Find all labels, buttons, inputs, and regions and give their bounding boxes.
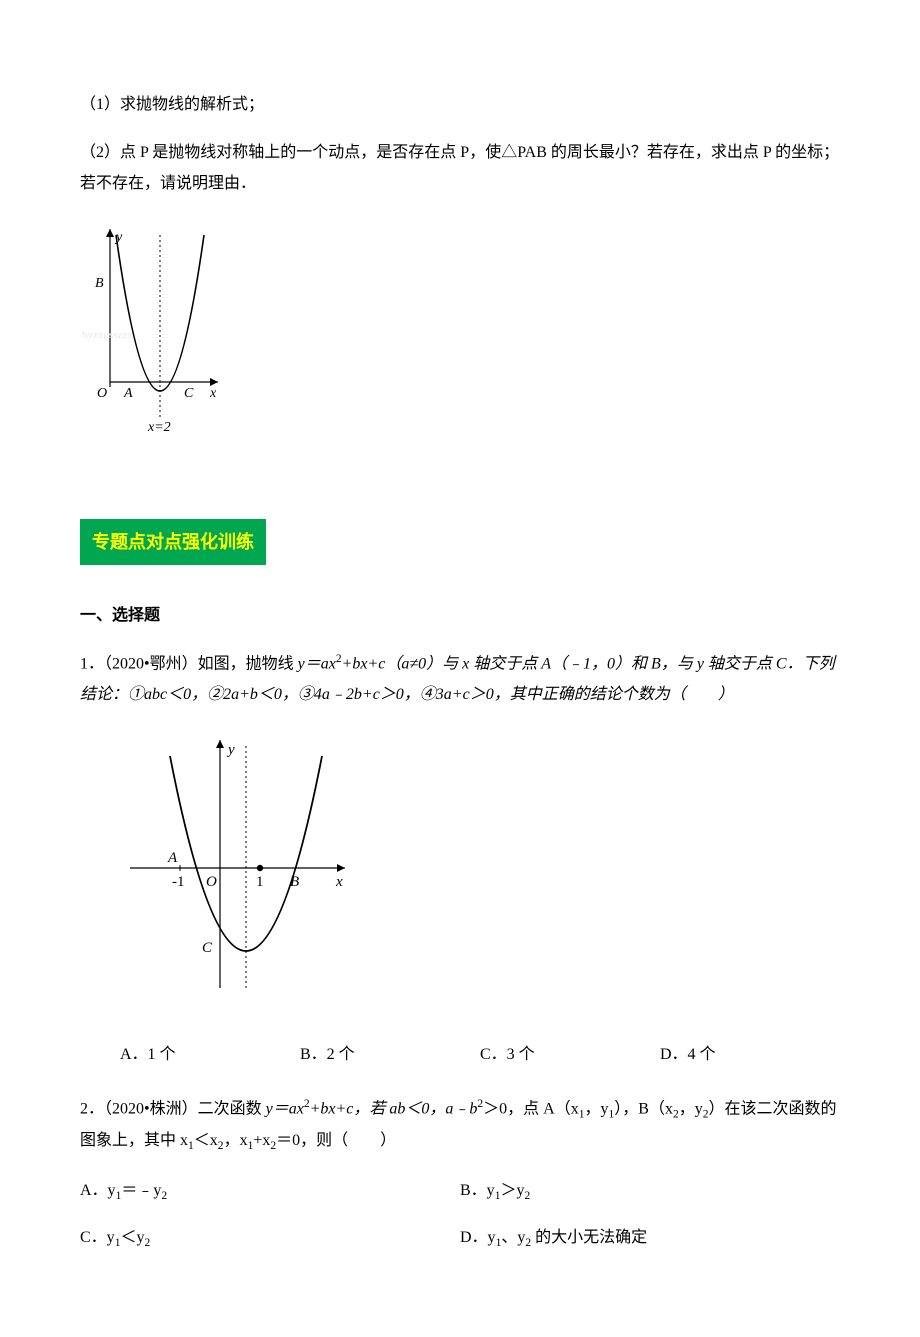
svg-text:O: O	[206, 874, 217, 890]
q1-opt-d[interactable]: D．4 个	[660, 1040, 840, 1070]
t: A．y	[80, 1182, 116, 1199]
question-1: 1．（2020•鄂州）如图，抛物线 y＝ax2+bx+c（a≠0）与 x 轴交于…	[80, 649, 840, 710]
figure-parabola-2: y x O A -1 1 B C	[120, 728, 840, 1009]
q2-opt-d[interactable]: D．y1、y2 的大小无法确定	[460, 1223, 840, 1255]
problem-part-1: （1）求抛物线的解析式；	[80, 90, 840, 120]
svg-text:x: x	[335, 874, 343, 890]
problem-part-2: （2）点 P 是抛物线对称轴上的一个动点，是否存在点 P，使△PAB 的周长最小…	[80, 138, 840, 199]
label: D．4 个	[660, 1046, 716, 1063]
svg-text:B: B	[290, 874, 299, 890]
t: y＝ax	[266, 1100, 304, 1117]
svg-text:A: A	[123, 386, 133, 401]
t: ，y	[679, 1100, 703, 1117]
parabola-svg-2: y x O A -1 1 B C	[120, 728, 350, 998]
t: ），B（x	[614, 1100, 673, 1117]
q1-opt-a[interactable]: A．1 个	[120, 1040, 300, 1070]
t: ＜y	[120, 1229, 144, 1246]
q1-options: A．1 个 B．2 个 C．3 个 D．4 个	[120, 1040, 840, 1070]
t: B．y	[460, 1182, 495, 1199]
label: B．2 个	[300, 1046, 355, 1063]
q1-expr-y: y＝ax	[298, 655, 336, 672]
t: 的大小无法确定	[531, 1229, 647, 1246]
q2-opt-b[interactable]: B．y1＞y2	[460, 1176, 840, 1208]
svg-text:x: x	[209, 386, 217, 401]
t: C．y	[80, 1229, 115, 1246]
svg-text:-1: -1	[172, 874, 185, 890]
t: ＝﹣y	[121, 1182, 161, 1199]
svg-text:C: C	[184, 386, 194, 401]
svg-text:O: O	[97, 386, 107, 401]
t: ＝0，则（ ）	[276, 1132, 396, 1149]
question-2: 2．（2020•株洲）二次函数 y＝ax2+bx+c，若 ab＜0，a﹣b2＞0…	[80, 1094, 840, 1158]
t: ＜x	[194, 1132, 218, 1149]
svg-text:1: 1	[256, 874, 264, 890]
s: 2	[161, 1191, 167, 1203]
svg-text:y: y	[226, 742, 235, 758]
t: ＞0，点 A（x	[483, 1100, 579, 1117]
figure-parabola-1: hyzxgsszzx y x O A C B x=2	[80, 217, 840, 448]
svg-text:C: C	[202, 940, 213, 956]
q1-opt-c[interactable]: C．3 个	[480, 1040, 660, 1070]
parabola-svg-1: y x O A C B x=2	[80, 217, 225, 437]
subheading-choice: 一、选择题	[80, 601, 840, 631]
t: 、y	[501, 1229, 525, 1246]
text: （2）点 P 是抛物线对称轴上的一个动点，是否存在点 P，使△PAB 的周长最小…	[80, 144, 839, 191]
svg-text:y: y	[114, 230, 123, 245]
q2-prefix: 2．（2020•株洲）二次函数	[80, 1100, 266, 1117]
q1-prefix: 1．（2020•鄂州）如图，抛物线	[80, 655, 298, 672]
t: +x	[253, 1132, 270, 1149]
q1-opt-b[interactable]: B．2 个	[300, 1040, 480, 1070]
text: 一、选择题	[80, 607, 160, 624]
t: ，y	[585, 1100, 609, 1117]
t: ，x	[224, 1132, 248, 1149]
text: （1）求抛物线的解析式；	[80, 96, 264, 113]
q2-opt-c[interactable]: C．y1＜y2	[80, 1223, 460, 1255]
s: 2	[144, 1237, 150, 1249]
t: ＞y	[500, 1182, 524, 1199]
section-badge: 专题点对点强化训练	[80, 519, 266, 565]
label: A．1 个	[120, 1046, 176, 1063]
q2-options: A．y1＝﹣y2 B．y1＞y2 C．y1＜y2 D．y1、y2 的大小无法确定	[80, 1176, 840, 1268]
s: 2	[524, 1191, 530, 1203]
badge-text: 专题点对点强化训练	[92, 532, 254, 552]
label: C．3 个	[480, 1046, 535, 1063]
svg-text:A: A	[167, 850, 178, 866]
q2-opt-a[interactable]: A．y1＝﹣y2	[80, 1176, 460, 1208]
svg-text:x=2: x=2	[147, 420, 171, 435]
t: D．y	[460, 1229, 496, 1246]
t: +bx+c，若 ab＜0，a﹣b	[310, 1100, 478, 1117]
svg-text:B: B	[95, 276, 104, 291]
